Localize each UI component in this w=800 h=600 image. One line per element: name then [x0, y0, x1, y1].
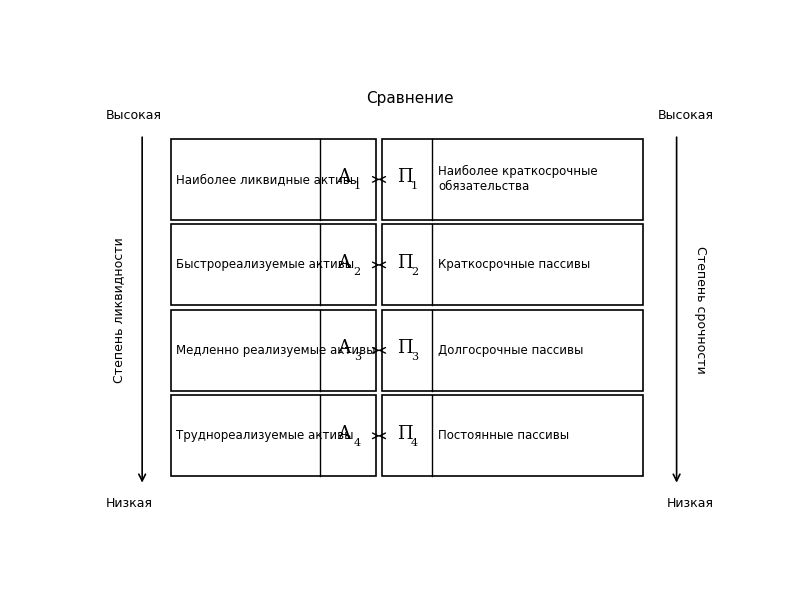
- Text: 3: 3: [354, 352, 361, 362]
- Text: А: А: [338, 425, 352, 443]
- Text: Низкая: Низкая: [106, 497, 154, 511]
- Text: 2: 2: [354, 267, 361, 277]
- Bar: [171, 139, 376, 220]
- Text: Низкая: Низкая: [666, 497, 714, 511]
- Text: А: А: [338, 168, 352, 186]
- Bar: [171, 310, 376, 391]
- Text: Медленно реализуемые активы: Медленно реализуемые активы: [176, 344, 376, 357]
- Text: Долгосрочные пассивы: Долгосрочные пассивы: [438, 344, 583, 357]
- Text: П: П: [397, 168, 412, 186]
- Text: П: П: [397, 254, 412, 272]
- Text: 3: 3: [410, 352, 418, 362]
- Text: А: А: [338, 254, 352, 272]
- Text: 1: 1: [354, 181, 361, 191]
- Text: Быстрореализуемые активы: Быстрореализуемые активы: [176, 259, 354, 271]
- Bar: [382, 395, 642, 476]
- Bar: [382, 224, 642, 305]
- Text: П: П: [397, 425, 412, 443]
- Text: 1: 1: [410, 181, 418, 191]
- Bar: [382, 139, 642, 220]
- Text: Высокая: Высокая: [106, 109, 162, 122]
- Text: Краткосрочные пассивы: Краткосрочные пассивы: [438, 259, 590, 271]
- Bar: [171, 395, 376, 476]
- Text: А: А: [338, 339, 352, 357]
- Text: Наиболее краткосрочные
обязательства: Наиболее краткосрочные обязательства: [438, 166, 598, 193]
- Text: 4: 4: [410, 438, 418, 448]
- Bar: [382, 310, 642, 391]
- Bar: [171, 224, 376, 305]
- Text: Высокая: Высокая: [658, 109, 714, 122]
- Text: Постоянные пассивы: Постоянные пассивы: [438, 430, 569, 442]
- Text: Степень ликвидности: Степень ликвидности: [112, 237, 125, 383]
- Text: Сравнение: Сравнение: [366, 91, 454, 106]
- Text: Степень срочности: Степень срочности: [694, 246, 706, 374]
- Text: Наиболее ликвидные активы: Наиболее ликвидные активы: [176, 173, 359, 186]
- Text: 2: 2: [410, 267, 418, 277]
- Text: 4: 4: [354, 438, 361, 448]
- Text: П: П: [397, 339, 412, 357]
- Text: Труднореализуемые активы: Труднореализуемые активы: [176, 430, 354, 442]
